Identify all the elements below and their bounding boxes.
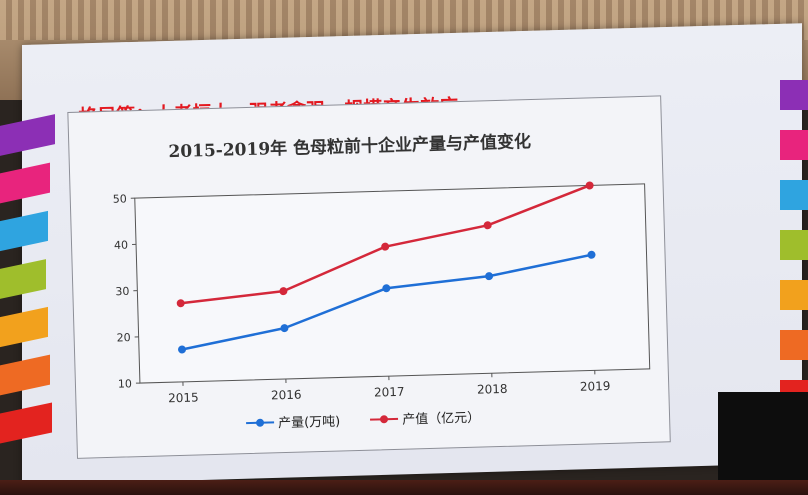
x-tick-label: 2017 [374, 385, 405, 400]
stripe [0, 402, 52, 444]
data-point [483, 221, 492, 230]
x-tick-label: 2018 [477, 382, 508, 397]
data-point [587, 250, 596, 259]
data-point [178, 345, 187, 354]
data-point [279, 287, 288, 296]
x-tick-label: 2019 [580, 379, 611, 394]
legend-swatch-value [370, 417, 399, 421]
stripe [780, 230, 808, 260]
stage-monitor [718, 392, 808, 495]
legend-item-output: 产量(万吨) [246, 411, 341, 433]
legend-swatch-output [246, 420, 275, 424]
legend-label-output: 产量(万吨) [277, 414, 341, 432]
chart-panel: 2015-2019年 色母粒前十企业产量与产值变化 10 20 30 40 50 2015… [67, 83, 671, 459]
x-tick-label: 2015 [168, 390, 199, 405]
stripe [780, 330, 808, 360]
stripe [0, 306, 48, 348]
line-chart: 10 20 30 40 50 2015 2016 2017 2018 2019 [113, 181, 651, 405]
stripe [0, 259, 46, 299]
plot-area [134, 183, 651, 384]
data-point [485, 272, 494, 281]
stripe [780, 80, 808, 110]
x-tick-label: 2016 [271, 388, 302, 403]
stripe [0, 354, 50, 396]
data-point [381, 242, 390, 251]
decorative-stripes-left [0, 114, 75, 450]
data-point [280, 324, 289, 333]
stage-floor [0, 480, 808, 495]
legend-label-value: 产值（亿元） [402, 410, 481, 428]
data-point [176, 299, 185, 308]
stripe [780, 180, 808, 210]
data-point [585, 181, 594, 190]
y-tick-label: 30 [115, 285, 129, 298]
legend-item-value: 产值（亿元） [370, 407, 481, 429]
y-tick-label: 50 [113, 192, 127, 205]
stripe [0, 114, 55, 156]
stripe [780, 280, 808, 310]
y-tick-label: 20 [116, 331, 130, 344]
decorative-stripes-right [780, 80, 808, 410]
y-tick-label: 40 [114, 239, 128, 252]
stripe [0, 162, 50, 204]
data-point [382, 284, 391, 293]
stripe [0, 210, 48, 252]
y-tick-label: 10 [118, 377, 132, 390]
stripe [780, 130, 808, 160]
